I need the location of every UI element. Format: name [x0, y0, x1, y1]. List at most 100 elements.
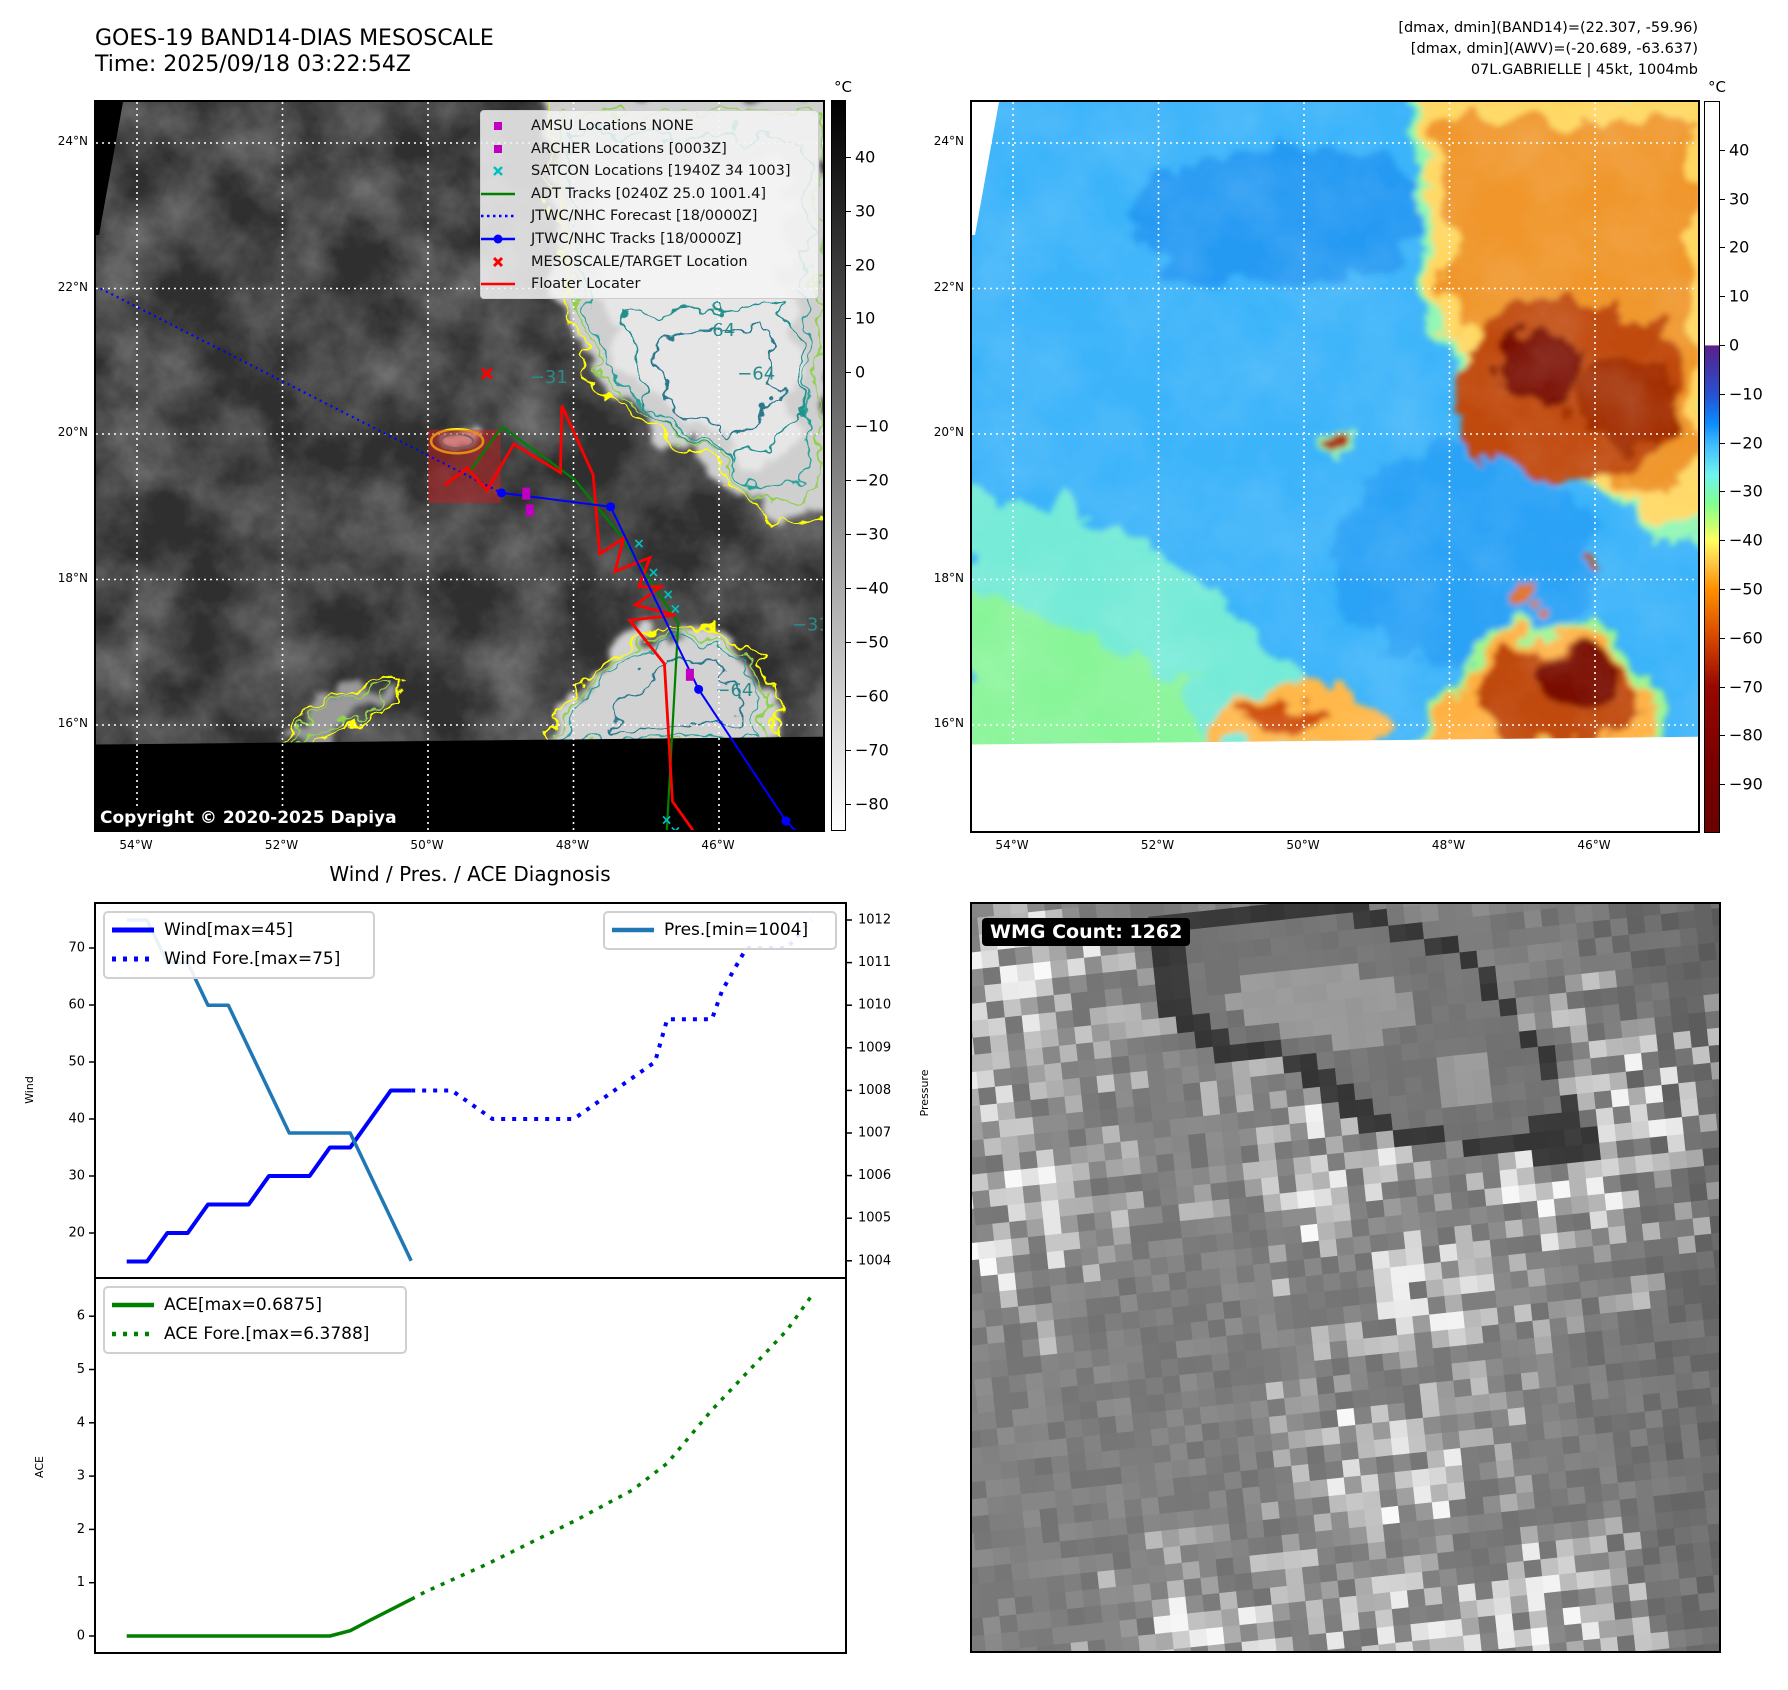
wmg-pixel	[1237, 1110, 1257, 1130]
wmg-pixel	[1053, 1642, 1073, 1651]
wmg-pixel	[1400, 1042, 1420, 1062]
wmg-pixel	[1107, 1500, 1127, 1520]
wmg-pixel	[1303, 932, 1324, 953]
wmg-pixel	[1031, 944, 1051, 964]
legend-label: AMSU Locations NONE	[531, 118, 694, 134]
wmg-pixel	[1689, 1028, 1710, 1049]
wmg-pixel	[1713, 1094, 1719, 1115]
wmg-pixel	[1036, 1644, 1056, 1651]
wmg-pixel	[1459, 1600, 1479, 1620]
wmg-pixel	[1271, 1602, 1291, 1623]
wmg-pixel	[1139, 1326, 1160, 1346]
wmg-pixel	[1647, 1272, 1667, 1293]
wmg-pixel	[1633, 1633, 1654, 1651]
wmg-pixel	[1622, 1036, 1642, 1056]
wmg-pixel	[1373, 1438, 1394, 1458]
colorbar-tick	[846, 642, 851, 644]
wmg-pixel	[1460, 1446, 1480, 1466]
wmg-pixel	[1172, 1476, 1193, 1496]
wmg-pixel	[1113, 1072, 1133, 1092]
wmg-pixel	[1443, 1123, 1463, 1143]
wmg-pixel	[1533, 1165, 1553, 1185]
colorbar-tick	[1720, 296, 1725, 298]
wmg-pixel	[1269, 936, 1290, 956]
wmg-pixel	[1135, 1121, 1155, 1141]
wmg-pixel	[1324, 1289, 1344, 1309]
wmg-pixel	[1438, 1243, 1459, 1263]
wmg-pixel	[1641, 1546, 1662, 1567]
wmg-pixel	[1494, 1613, 1515, 1633]
wmg-pixel	[1570, 1195, 1590, 1215]
wmg-pixel	[1309, 1154, 1330, 1174]
wmg-pixel	[1234, 1572, 1254, 1592]
wmg-pixel	[1220, 1608, 1241, 1628]
wmg-pixel	[1262, 1518, 1282, 1538]
wmg-pixel	[1544, 941, 1564, 961]
wmg-pixel	[1579, 1279, 1599, 1300]
wmg-pixel	[1123, 1173, 1144, 1194]
wmg-pixel	[1694, 1558, 1714, 1578]
wmg-pixel	[1339, 1595, 1359, 1615]
wmg-pixel	[1543, 1420, 1563, 1440]
wmg-pixel	[1181, 1236, 1202, 1256]
wmg-pixel	[1035, 1148, 1056, 1169]
wmg-pixel	[1136, 1617, 1156, 1637]
wmg-pixel	[1664, 946, 1684, 966]
wmg-pixel	[1187, 962, 1207, 982]
wmg-pixel	[1543, 1095, 1563, 1115]
wmg-pixel	[1092, 1040, 1113, 1060]
wmg-pixel	[1642, 1392, 1662, 1413]
wmg-pixel	[1677, 1560, 1697, 1580]
wmg-pixel	[1160, 1033, 1180, 1053]
wmg-pixel	[1058, 1522, 1078, 1542]
wmg-pixel	[1572, 1537, 1592, 1557]
wmg-pixel	[1662, 929, 1682, 949]
wmg-pixel	[1099, 1432, 1120, 1453]
wmg-pixel	[997, 1597, 1017, 1617]
wmg-pixel	[1188, 1303, 1209, 1324]
wmg-pixel	[1489, 913, 1509, 933]
figure-title: GOES-19 BAND14-DIAS MESOSCALE	[95, 26, 494, 51]
wmg-pixel	[1365, 1028, 1385, 1049]
wmg-pixel	[1354, 927, 1374, 947]
wmg-pixel	[1471, 904, 1491, 918]
wmg-pixel	[1633, 983, 1654, 1003]
wmg-pixel	[988, 1512, 1008, 1533]
lat-tick-label-right: 16°N	[933, 716, 964, 730]
wmg-pixel	[978, 1086, 998, 1106]
wind-tick-label: 70	[68, 941, 85, 956]
wmg-pixel	[1356, 1593, 1376, 1614]
wmg-pixel	[1320, 1255, 1340, 1276]
wmg-pixel	[1304, 1103, 1324, 1123]
wmg-pixel	[1633, 1308, 1654, 1328]
wmg-pixel	[1619, 1497, 1639, 1518]
ace-forecast-line	[410, 1294, 813, 1601]
wmg-pixel	[1487, 1050, 1507, 1070]
wmg-pixel	[1630, 1599, 1650, 1619]
colorbar-tick-label: 20	[1729, 237, 1750, 257]
wmg-pixel	[1010, 1391, 1030, 1411]
wmg-pixel	[1137, 1463, 1157, 1483]
wmg-pixel	[1227, 1180, 1247, 1200]
wmg-pixel	[1494, 1117, 1514, 1138]
wmg-pixel	[1258, 1313, 1278, 1333]
wmg-pixel	[1262, 1193, 1283, 1213]
wmg-pixel	[1075, 1196, 1095, 1216]
wmg-pixel	[1528, 1285, 1549, 1305]
wmg-pixel	[1161, 1528, 1181, 1549]
wmg-pixel	[1313, 1188, 1333, 1208]
wmg-pixel	[1458, 1104, 1478, 1124]
colorbar-tick	[846, 426, 851, 428]
lon-tick-label-right: 46°W	[1577, 838, 1611, 852]
wmg-pixel	[1419, 1057, 1439, 1077]
wmg-pixel	[1134, 1275, 1154, 1295]
colorbar-tick	[846, 318, 851, 320]
wmg-pixels	[972, 904, 1719, 1651]
wmg-pixel	[1632, 1137, 1653, 1157]
wmg-pixel	[1074, 1520, 1095, 1541]
wmg-pixel	[1493, 947, 1513, 967]
wmg-pixel	[1357, 1115, 1377, 1135]
wmg-pixel	[1276, 1157, 1296, 1178]
wmg-pixel	[1157, 1170, 1178, 1190]
wmg-pixel	[1168, 947, 1188, 967]
